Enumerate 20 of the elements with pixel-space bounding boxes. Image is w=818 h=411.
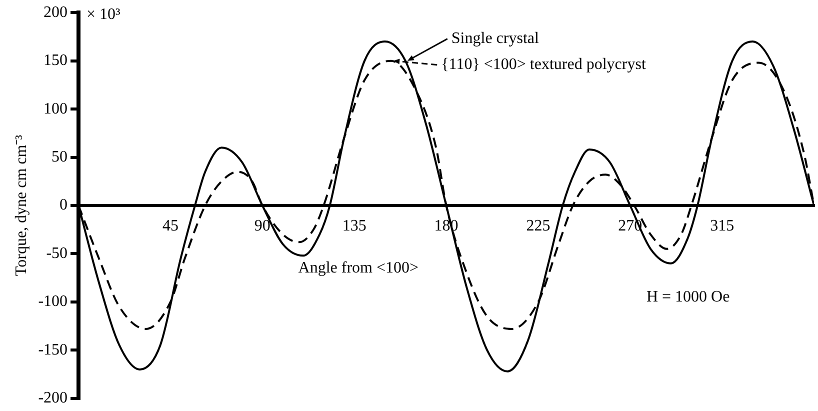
y-axis-title: Torque, dyne cm cm⁻³: [12, 134, 30, 276]
legend-label: {110} <100> textured polycryst: [441, 56, 646, 74]
x-axis-title: Angle from <100>: [298, 259, 419, 276]
y-tick-label: 200: [44, 4, 68, 21]
annotation: × 10³: [86, 6, 121, 23]
x-tick-label: 90: [254, 217, 270, 234]
y-tick-label: 100: [44, 100, 68, 118]
x-tick-label: 45: [162, 217, 178, 234]
x-tick-label: 315: [710, 217, 734, 234]
y-tick-label: -50: [46, 244, 68, 262]
legend-label: Single crystal: [451, 30, 540, 48]
x-tick-label: 225: [526, 217, 550, 234]
y-tick-label: -150: [38, 341, 68, 358]
y-tick-label: 0: [60, 196, 68, 214]
x-tick-label: 135: [342, 217, 366, 234]
y-tick-label: 50: [52, 148, 68, 166]
annotation: H = 1000 Oe: [646, 288, 730, 306]
y-tick-label: 150: [44, 52, 68, 70]
y-tick-label: -200: [38, 390, 68, 407]
y-tick-label: -100: [38, 293, 68, 310]
